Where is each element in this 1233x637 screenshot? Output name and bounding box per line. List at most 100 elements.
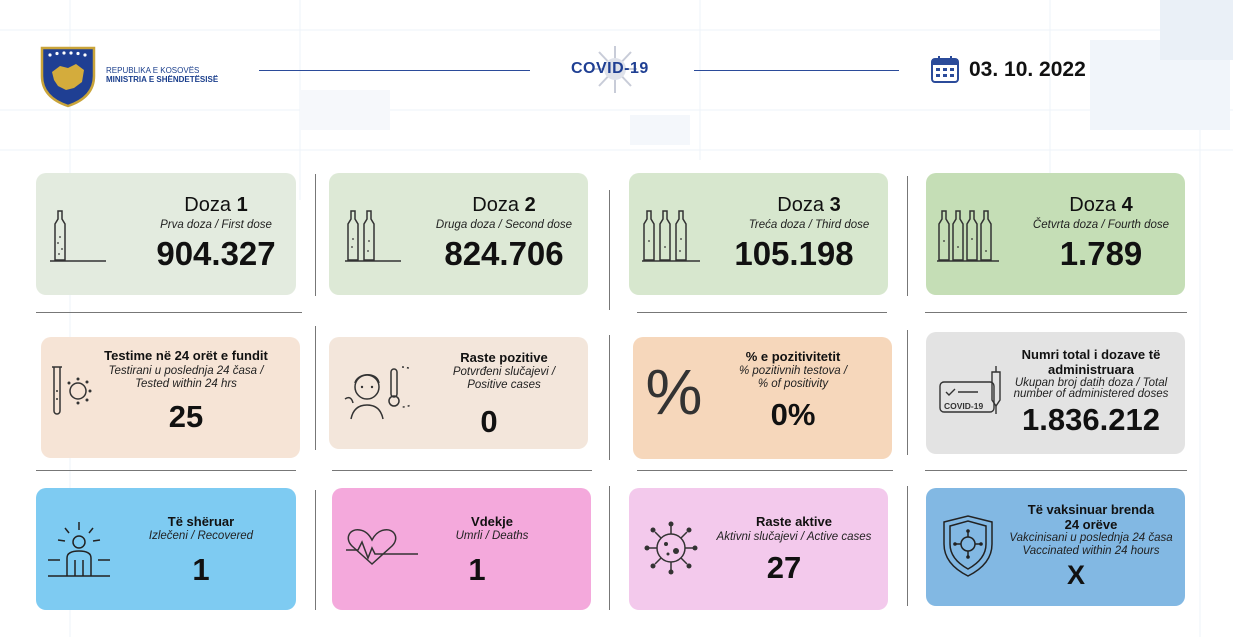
dose-2-title: Doza 2 (424, 194, 584, 217)
column-divider (609, 335, 610, 460)
positive-cases-card: Raste pozitive Potvrđeni slučajevi / Pos… (329, 337, 588, 449)
vaccinated-24h-subtitle-1: Vakcinisani u poslednja 24 časa (1009, 532, 1173, 544)
row-divider (925, 470, 1187, 471)
dose-1-subtitle: Prva doza / First dose (160, 219, 272, 231)
deaths-subtitle: Umrli / Deaths (455, 530, 529, 542)
total-doses-value: 1.836.212 (1022, 402, 1160, 437)
report-date: 03. 10. 2022 (969, 58, 1086, 81)
kosovo-emblem-icon (40, 46, 96, 108)
dose-1-card: Doza 1 Prva doza / First dose 904.327 (36, 173, 296, 295)
row-divider (637, 312, 887, 313)
row-divider (637, 470, 893, 471)
column-divider (907, 330, 908, 455)
ministry-line-2: MINISTRIA E SHËNDETËSISË (106, 75, 219, 84)
dose-number: 4 (1121, 194, 1133, 216)
active-cases-value: 27 (766, 550, 802, 585)
vaccinated-24h-subtitle-2: Vaccinated within 24 hours (1022, 545, 1160, 557)
positivity-title: % e pozitivitetit (745, 349, 841, 364)
total-doses-subtitle-1: Ukupan broj datih doza / Total (1014, 377, 1168, 389)
dose-2-value: 824.706 (444, 235, 564, 272)
total-doses-title-1: Numri total i dozave të (1021, 347, 1161, 362)
positive-cases-subtitle-1: Potvrđeni slučajevi / (452, 366, 556, 378)
recovered-person-icon (48, 522, 110, 577)
header-divider-left (259, 70, 530, 71)
total-doses-title-2: administruara (1048, 362, 1134, 377)
tests-title: Testime në 24 orët e fundit (104, 348, 268, 363)
virus-icon (644, 521, 698, 575)
active-cases-title: Raste aktive (756, 514, 832, 529)
dose-1-title: Doza 1 (146, 194, 286, 217)
column-divider (907, 176, 908, 296)
dose-4-value: 1.789 (1059, 235, 1143, 272)
shield-virus-icon (943, 515, 993, 577)
column-divider (315, 326, 316, 450)
total-doses-subtitle-2: number of administered doses (1013, 388, 1169, 400)
header-divider-right (694, 70, 899, 71)
dose-label: Doza (184, 194, 231, 216)
covid-virus-icon (593, 46, 637, 93)
column-divider (609, 486, 610, 610)
positivity-card: % % e pozitivitetit % pozitivnih testova… (633, 337, 892, 459)
column-divider (315, 174, 316, 296)
deaths-card: Vdekje Umrli / Deaths 1 (332, 488, 591, 610)
tests-subtitle-1: Testirani u poslednja 24 časa / (108, 365, 264, 377)
dose-3-title: Doza 3 (729, 194, 889, 217)
dose-4-title: Doza 4 (1021, 194, 1181, 217)
heartbeat-icon (346, 529, 418, 566)
dose-label: Doza (472, 194, 519, 216)
recovered-value: 1 (192, 552, 210, 587)
positive-cases-subtitle-2: Positive cases (467, 379, 541, 391)
vial-3-icon (642, 210, 700, 262)
dose-4-subtitle: Četvrta doza / Fourth dose (1032, 219, 1170, 231)
recovered-title: Të shëruar (167, 514, 235, 529)
ministry-line-1: REPUBLIKA E KOSOVËS (106, 66, 200, 75)
dose-number: 3 (829, 194, 841, 216)
vial-1-icon (50, 210, 106, 262)
row-divider (332, 470, 592, 471)
active-cases-card: Raste aktive Aktivni slučajevi / Active … (629, 488, 888, 610)
dose-4-card: Doza 4 Četvrta doza / Fourth dose 1.789 (926, 173, 1185, 295)
positivity-subtitle-1: % pozitivnih testova / (738, 365, 848, 377)
deaths-value: 1 (468, 552, 486, 587)
deaths-title: Vdekje (471, 514, 513, 529)
vaccinated-24h-title-2: 24 orëve (1064, 517, 1118, 532)
vial-4-icon (937, 210, 999, 262)
vaccinated-24h-value: X (1066, 560, 1085, 590)
dose-number: 1 (236, 194, 248, 216)
covid-certificate-icon: COVID-19 (939, 366, 1001, 414)
ministry-name: REPUBLIKA E KOSOVËS MINISTRIA E SHËNDETË… (106, 66, 218, 84)
dose-1-value: 904.327 (156, 235, 276, 272)
calendar-icon (931, 56, 959, 83)
tests-subtitle-2: Tested within 24 hrs (135, 378, 237, 390)
column-divider (609, 190, 610, 310)
dose-2-card: Doza 2 Druga doza / Second dose 824.706 (329, 173, 588, 295)
percent-icon: % (645, 356, 703, 428)
recovered-card: Të shëruar Izlečeni / Recovered 1 (36, 488, 296, 610)
row-divider (36, 470, 296, 471)
total-doses-card: COVID-19 Numri total i dozave të adminis… (926, 332, 1185, 454)
vaccinated-24h-title-1: Të vaksinuar brenda (1027, 502, 1155, 517)
dose-number: 2 (524, 194, 536, 216)
vial-2-icon (345, 210, 401, 262)
fever-patient-icon (344, 366, 411, 420)
positivity-value: 0% (770, 397, 816, 432)
column-divider (315, 490, 316, 610)
active-cases-subtitle: Aktivni slučajevi / Active cases (716, 531, 872, 543)
row-divider (925, 312, 1187, 313)
tests-card: Testime në 24 orët e fundit Testirani u … (41, 337, 300, 458)
dose-label: Doza (1069, 194, 1116, 216)
tests-value: 25 (168, 399, 204, 434)
vaccinated-24h-card: Të vaksinuar brenda 24 orëve Vakcinisani… (926, 488, 1185, 606)
dose-3-value: 105.198 (734, 235, 854, 272)
dose-2-subtitle: Druga doza / Second dose (435, 219, 573, 231)
recovered-subtitle: Izlečeni / Recovered (148, 530, 254, 542)
dose-3-subtitle: Treća doza / Third dose (748, 219, 870, 231)
dose-label: Doza (777, 194, 824, 216)
certificate-icon-text: COVID-19 (944, 401, 983, 411)
row-divider (36, 312, 302, 313)
positive-cases-title: Raste pozitive (460, 350, 548, 365)
test-tube-icon (52, 366, 92, 415)
dose-3-card: Doza 3 Treća doza / Third dose 105.198 (629, 173, 888, 295)
positivity-subtitle-2: % of positivity (757, 378, 829, 390)
